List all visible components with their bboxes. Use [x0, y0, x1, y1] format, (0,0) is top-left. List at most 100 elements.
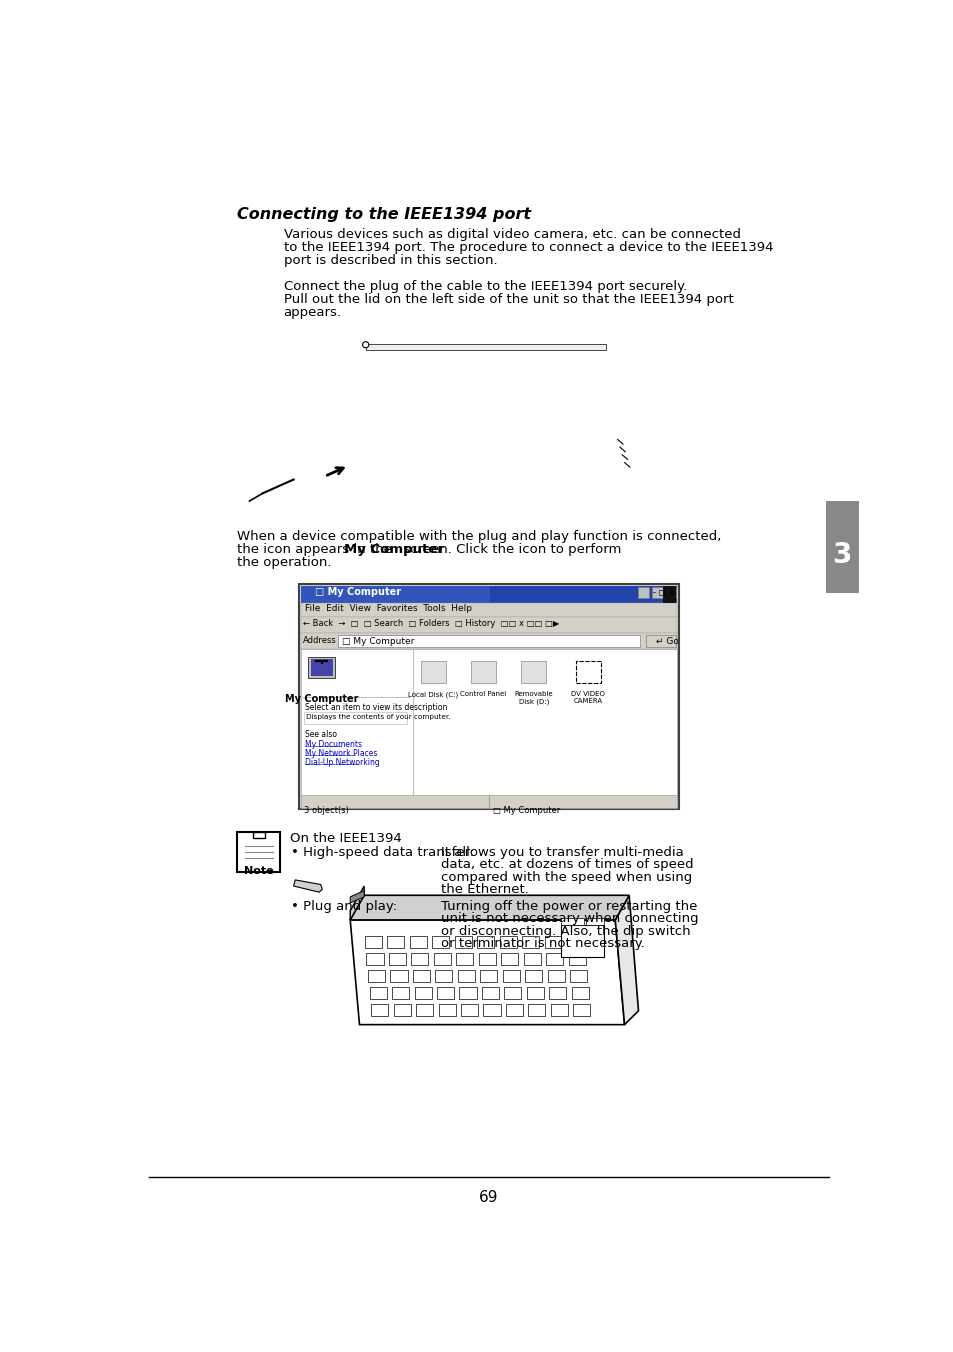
Polygon shape: [365, 936, 381, 948]
Polygon shape: [435, 969, 452, 983]
Text: Turning off the power or restarting the: Turning off the power or restarting the: [440, 900, 697, 913]
Bar: [308, 657, 335, 679]
Text: □ My Computer: □ My Computer: [341, 637, 414, 645]
Polygon shape: [546, 953, 562, 965]
Polygon shape: [547, 969, 564, 983]
Polygon shape: [526, 987, 543, 999]
Polygon shape: [371, 1003, 388, 1017]
Polygon shape: [350, 895, 629, 919]
Circle shape: [362, 342, 369, 347]
Text: 69: 69: [478, 1190, 498, 1205]
Polygon shape: [560, 918, 583, 925]
Polygon shape: [411, 953, 428, 965]
Text: screen. Click the icon to perform: screen. Click the icon to perform: [399, 544, 621, 557]
Polygon shape: [455, 936, 472, 948]
Text: On the IEEE1394: On the IEEE1394: [290, 831, 401, 845]
Polygon shape: [389, 953, 406, 965]
Polygon shape: [350, 919, 624, 1025]
Text: Select an item to view its description: Select an item to view its description: [305, 703, 447, 711]
Text: My Network Places: My Network Places: [305, 749, 377, 758]
Polygon shape: [523, 953, 540, 965]
Polygon shape: [434, 953, 451, 965]
Bar: [300, 795, 677, 807]
Polygon shape: [413, 969, 430, 983]
Bar: [638, 587, 649, 598]
Text: appears.: appears.: [283, 307, 341, 319]
Text: Removable
Disk (D:): Removable Disk (D:): [514, 691, 553, 704]
Bar: [651, 587, 661, 598]
Polygon shape: [549, 987, 566, 999]
Text: unit is not necessary when connecting: unit is not necessary when connecting: [440, 913, 698, 925]
Text: Local Disk (C:): Local Disk (C:): [408, 691, 457, 698]
Polygon shape: [528, 1003, 545, 1017]
Bar: [300, 603, 677, 617]
Polygon shape: [350, 886, 364, 919]
Bar: [365, 343, 605, 350]
Polygon shape: [436, 987, 454, 999]
Polygon shape: [394, 1003, 410, 1017]
Bar: [662, 585, 675, 603]
Text: Connect the plug of the cable to the IEEE1394 port securely.: Connect the plug of the cable to the IEE…: [283, 280, 686, 293]
Bar: [575, 661, 599, 683]
Polygon shape: [567, 936, 583, 948]
Bar: [420, 661, 445, 683]
Text: the Ethernet.: the Ethernet.: [440, 883, 528, 896]
Polygon shape: [456, 953, 473, 965]
Bar: [236, 831, 280, 872]
Text: Note: Note: [244, 867, 274, 876]
Text: or disconnecting. Also, the dip switch: or disconnecting. Also, the dip switch: [440, 925, 690, 937]
Text: data, etc. at dozens of times of speed: data, etc. at dozens of times of speed: [440, 859, 693, 871]
Text: the icon appears in the: the icon appears in the: [236, 544, 395, 557]
Text: or terminator is not necessary.: or terminator is not necessary.: [440, 937, 644, 950]
Text: My Computer: My Computer: [285, 694, 358, 703]
Text: My Computer: My Computer: [344, 544, 443, 557]
Text: • Plug and play:: • Plug and play:: [291, 900, 397, 913]
Text: It allows you to transfer multi-media: It allows you to transfer multi-media: [440, 846, 683, 859]
Polygon shape: [502, 969, 519, 983]
Polygon shape: [460, 1003, 477, 1017]
Bar: [311, 658, 333, 676]
Bar: [471, 661, 496, 683]
Text: See also: See also: [305, 730, 337, 738]
Text: - □ x: - □ x: [653, 588, 674, 598]
Polygon shape: [366, 953, 383, 965]
Polygon shape: [500, 953, 517, 965]
Polygon shape: [483, 1003, 500, 1017]
Polygon shape: [294, 880, 322, 892]
Text: Pull out the lid on the left side of the unit so that the IEEE1394 port: Pull out the lid on the left side of the…: [283, 293, 733, 306]
Bar: [300, 634, 677, 649]
Text: 3 object(s): 3 object(s): [303, 806, 348, 815]
Polygon shape: [568, 953, 585, 965]
Polygon shape: [570, 969, 587, 983]
Text: ↵ Go: ↵ Go: [655, 637, 678, 645]
Polygon shape: [504, 987, 521, 999]
Polygon shape: [416, 1003, 433, 1017]
Text: Control Panel: Control Panel: [460, 691, 506, 698]
Text: □ My Computer: □ My Computer: [493, 806, 559, 815]
Text: Address: Address: [303, 635, 336, 645]
Polygon shape: [457, 969, 475, 983]
Polygon shape: [615, 895, 638, 1025]
Text: DV VIDEO
CAMERA: DV VIDEO CAMERA: [571, 691, 604, 704]
Polygon shape: [432, 936, 449, 948]
Polygon shape: [544, 936, 561, 948]
Polygon shape: [585, 918, 603, 925]
Polygon shape: [505, 1003, 522, 1017]
Text: File  Edit  View  Favorites  Tools  Help: File Edit View Favorites Tools Help: [305, 604, 472, 614]
Text: □ My Computer: □ My Computer: [314, 587, 400, 598]
Bar: [645, 635, 675, 648]
Polygon shape: [499, 936, 517, 948]
Bar: [300, 585, 677, 603]
Polygon shape: [390, 969, 407, 983]
Bar: [664, 587, 675, 598]
Text: Connecting to the IEEE1394 port: Connecting to the IEEE1394 port: [236, 207, 531, 222]
Bar: [298, 584, 679, 808]
Text: Displays the contents of your computer.: Displays the contents of your computer.: [306, 714, 450, 721]
Bar: [253, 831, 265, 838]
Polygon shape: [560, 925, 603, 957]
Polygon shape: [481, 987, 498, 999]
Polygon shape: [415, 987, 431, 999]
Text: My Documents: My Documents: [305, 740, 362, 749]
Polygon shape: [392, 987, 409, 999]
Text: • High-speed data transfer:: • High-speed data transfer:: [291, 846, 474, 859]
